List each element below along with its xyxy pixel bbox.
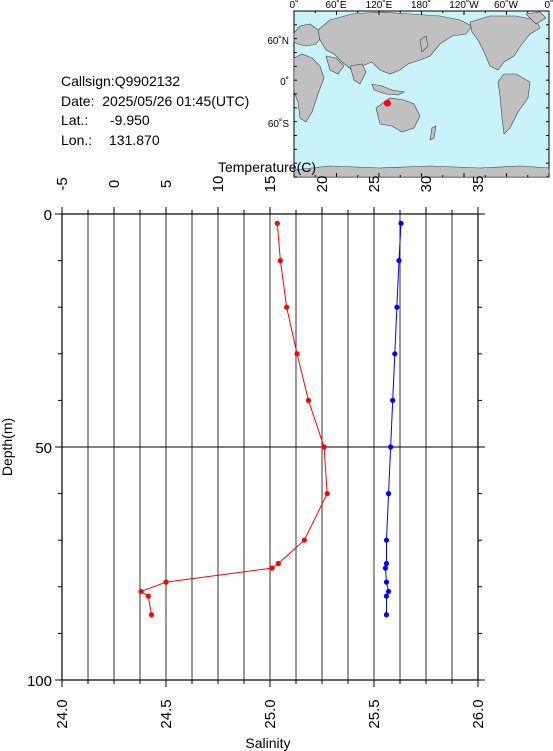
salinity-tick-label: 25.0 xyxy=(262,699,279,728)
salinity-axis-label: Salinity xyxy=(245,735,290,751)
longitude-label: Lon.: xyxy=(61,131,93,148)
longitude-row: Lon.: 131.870 xyxy=(61,131,249,151)
lon-label: 120˚E xyxy=(366,0,393,11)
land-africa xyxy=(293,53,325,123)
temperature-tick-label: 5 xyxy=(158,180,175,188)
temperature-tick-label: 15 xyxy=(262,176,279,193)
salinity-point xyxy=(383,560,390,567)
land-asia xyxy=(317,11,473,75)
salinity-point xyxy=(383,537,390,543)
temperature-point xyxy=(274,220,280,226)
temperature-point xyxy=(148,612,155,618)
chart-series xyxy=(138,220,404,618)
salinity-tick-label: 24.5 xyxy=(158,699,175,728)
temperature-tick-label: -5 xyxy=(54,177,71,190)
temperature-point xyxy=(163,579,169,585)
lat-label: 60˚S xyxy=(268,118,289,130)
land-north-america xyxy=(469,15,541,71)
lon-label: 60˚E xyxy=(325,0,346,11)
temperature-point xyxy=(294,351,300,357)
temperature-point xyxy=(269,565,275,571)
depth-tick-label: 50 xyxy=(35,440,52,457)
location-map: 0˚ 60˚E 120˚E 180˚ 120˚W 60˚W 0˚ 60˚N 0˚… xyxy=(267,0,553,178)
salinity-point xyxy=(388,444,394,450)
lat-label: 60˚N xyxy=(267,35,289,47)
temperature-axis-label: Temperature(C) xyxy=(218,159,316,175)
salinity-point xyxy=(394,304,400,310)
date-text: Date: 2025/05/26 01:45(UTC) xyxy=(61,92,250,109)
salinity-point xyxy=(385,491,392,497)
map-longitude-labels: 0˚ 60˚E 120˚E 180˚ 120˚W 60˚W 0˚ xyxy=(290,0,553,11)
longitude-value: 131.870 xyxy=(109,131,160,148)
land-arabia xyxy=(325,55,345,75)
map-ticks xyxy=(293,10,550,178)
lon-label: 60˚W xyxy=(494,0,518,11)
land-europe xyxy=(293,23,323,47)
temperature-tick-label: 0 xyxy=(106,180,123,188)
salinity-point xyxy=(392,351,398,357)
salinity-tick-label: 24.0 xyxy=(54,699,71,728)
land-south-america xyxy=(497,73,531,135)
temperature-point xyxy=(284,304,290,310)
station-info: Callsign:Q9902132 Date: 2025/05/26 01:45… xyxy=(61,72,249,150)
temperature-point xyxy=(145,593,151,599)
salinity-point xyxy=(383,593,390,599)
depth-tick-label: 0 xyxy=(44,207,52,224)
temperature-point xyxy=(324,491,330,497)
temperature-tick-label: 30 xyxy=(418,176,435,193)
depth-tick-labels: 0 50 100 xyxy=(27,207,52,690)
temperature-tick-label: 20 xyxy=(314,176,331,193)
lon-label: 0˚ xyxy=(545,0,553,11)
salinity-point xyxy=(382,565,389,571)
salinity-tick-label: 26.0 xyxy=(470,699,487,728)
temperature-point xyxy=(138,588,144,595)
lon-label: 0˚ xyxy=(290,0,299,11)
latitude-value: -9.950 xyxy=(110,112,150,128)
temperature-point xyxy=(321,444,327,450)
salinity-point xyxy=(385,588,392,595)
salinity-tick-label: 25.5 xyxy=(366,699,383,728)
callsign-text: Callsign:Q9902132 xyxy=(61,73,181,89)
land-indonesia xyxy=(371,83,405,96)
land-japan xyxy=(419,35,429,53)
salinity-point xyxy=(383,579,390,585)
land-new-zealand xyxy=(429,125,437,141)
salinity-tick-labels: 24.0 24.5 25.0 25.5 26.0 xyxy=(54,699,487,728)
temperature-tick-labels: -5 0 5 10 15 20 25 30 35 xyxy=(54,176,487,193)
lon-label: 180˚ xyxy=(411,0,431,11)
land-greenland xyxy=(525,11,547,25)
salinity-point xyxy=(390,397,396,403)
temperature-line xyxy=(139,223,328,615)
chart-grid xyxy=(62,214,478,680)
land-india xyxy=(349,63,367,85)
temperature-tick-label: 25 xyxy=(366,176,383,193)
station-location-marker xyxy=(383,99,391,107)
temperature-tick-label: 35 xyxy=(470,176,487,193)
salinity-point xyxy=(396,258,402,264)
temperature-point xyxy=(277,258,283,264)
latitude-row: Lat.: -9.950 xyxy=(61,111,249,131)
chart-ticks xyxy=(55,207,485,687)
temperature-tick-label: 10 xyxy=(210,176,227,193)
lat-label: 0˚ xyxy=(280,76,289,88)
temperature-point xyxy=(275,560,281,567)
salinity-point xyxy=(383,612,390,618)
temperature-point xyxy=(305,397,312,403)
lon-label: 120˚W xyxy=(449,0,479,11)
latitude-label: Lat.: xyxy=(61,112,89,128)
map-land xyxy=(293,11,550,178)
depth-tick-label: 100 xyxy=(27,673,52,690)
salinity-line xyxy=(384,223,402,615)
temperature-point xyxy=(301,537,307,543)
map-latitude-labels: 60˚N 0˚ 60˚S xyxy=(267,35,289,130)
salinity-point xyxy=(398,220,404,226)
depth-axis-label: Depth(m) xyxy=(0,418,15,476)
